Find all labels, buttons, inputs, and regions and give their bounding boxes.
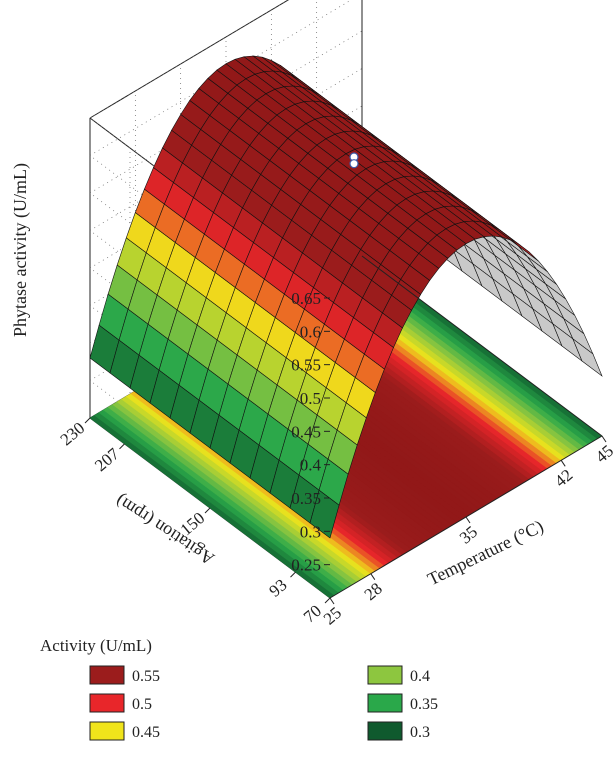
legend-swatch	[367, 721, 403, 741]
legend: Activity (U/mL) 0.55 0.5 0.45 0.4 0.35 0.3	[40, 636, 438, 741]
z-tick-label: 0.6	[300, 322, 321, 341]
legend-label: 0.3	[410, 724, 430, 741]
observed-point	[349, 159, 359, 169]
response-surface	[89, 55, 603, 539]
legend-title: Activity (U/mL)	[40, 636, 152, 655]
legend-swatch	[367, 693, 403, 713]
x-tick-mark	[465, 516, 471, 524]
box-edge	[361, 255, 603, 437]
legend-label: 0.55	[132, 668, 160, 685]
legend-swatch	[89, 665, 125, 685]
legend-swatch	[367, 665, 403, 685]
y-tick-mark	[290, 571, 296, 578]
y-tick-mark	[204, 507, 211, 514]
z-tick-label: 0.4	[300, 456, 322, 475]
y-tick-mark	[84, 417, 91, 424]
y-tick-label: 207	[91, 444, 123, 475]
z-tick-label: 0.25	[291, 556, 321, 575]
y-tick-label: 70	[300, 601, 325, 626]
box-edge	[89, 0, 290, 119]
y-tick-mark	[324, 597, 331, 604]
surface-patch	[572, 338, 603, 377]
y-tick-label: 93	[265, 575, 290, 600]
z-tick-label: 0.3	[300, 522, 321, 541]
legend-swatch	[89, 721, 125, 741]
z-tick-label: 0.55	[291, 356, 321, 375]
x-tick-label: 42	[551, 465, 576, 490]
legend-label: 0.4	[410, 668, 430, 685]
legend-label: 0.35	[410, 696, 438, 713]
y-tick-label: 230	[57, 418, 89, 449]
z-tick-label: 0.65	[291, 289, 321, 308]
x-tick-mark	[560, 460, 566, 467]
x-tick-mark	[601, 435, 607, 443]
z-tick-label: 0.5	[300, 389, 321, 408]
x-tick-label: 28	[361, 579, 386, 604]
y-tick-mark	[119, 443, 125, 450]
x-tick-mark	[370, 573, 376, 580]
x-tick-mark	[329, 597, 335, 605]
observed-points	[349, 152, 359, 169]
x-tick-label: 35	[456, 522, 481, 547]
z-axis-label: Phytase activity (U/mL)	[10, 163, 31, 337]
z-tick-label: 0.45	[291, 422, 321, 441]
legend-swatch	[89, 693, 125, 713]
z-tick-label: 0.35	[291, 489, 321, 508]
x-tick-label: 45	[592, 441, 615, 466]
legend-label: 0.5	[132, 696, 152, 713]
legend-label: 0.45	[132, 724, 160, 741]
